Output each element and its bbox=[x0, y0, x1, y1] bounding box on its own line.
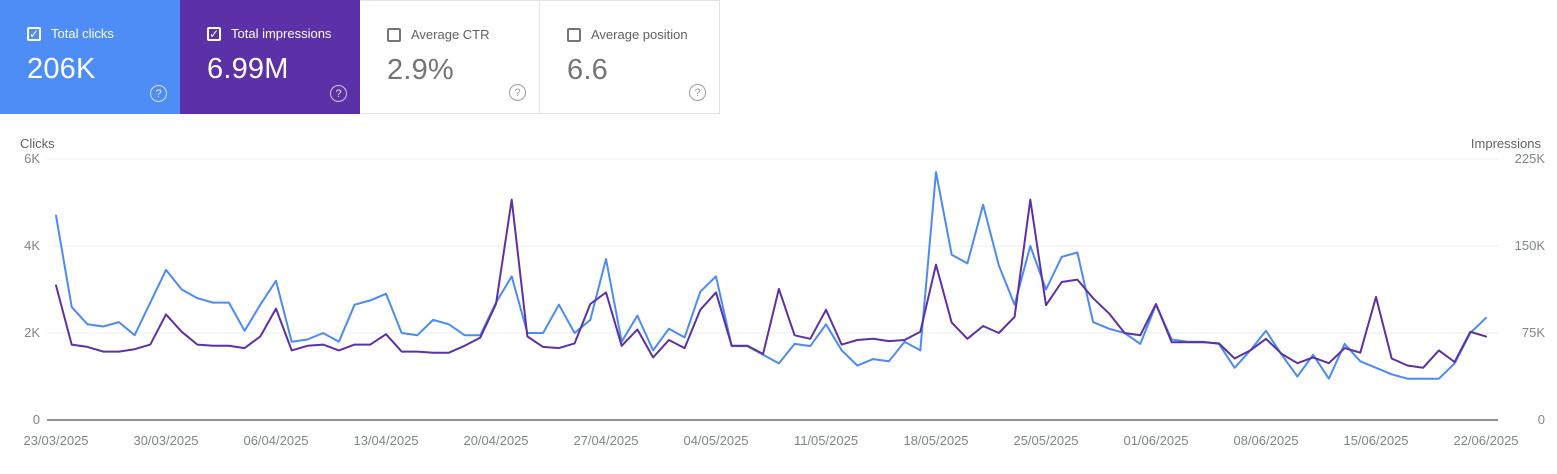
right-axis-tick: 0 bbox=[1537, 412, 1545, 427]
total-clicks-checkbox[interactable]: ✓ bbox=[27, 26, 41, 41]
right-axis-tick: 150K bbox=[1514, 238, 1545, 253]
x-axis-label: 25/05/2025 bbox=[1013, 433, 1079, 448]
metric-card-total-impressions[interactable]: ✓ Total impressions 6.99M ? bbox=[180, 0, 360, 114]
card-header: ✓ Total impressions bbox=[207, 26, 346, 41]
card-header: ✓ Total clicks bbox=[27, 26, 166, 41]
metric-label: Average position bbox=[591, 27, 688, 42]
right-axis-title: Impressions bbox=[1470, 136, 1541, 151]
card-header: ✓ Average position bbox=[567, 27, 705, 42]
plot-area[interactable] bbox=[47, 158, 1498, 421]
left-axis-tick: 4K bbox=[24, 238, 40, 253]
x-axis-label: 15/06/2025 bbox=[1343, 433, 1409, 448]
x-axis-label: 23/03/2025 bbox=[23, 433, 89, 448]
x-axis-label: 04/05/2025 bbox=[683, 433, 749, 448]
right-axis-tick: 75K bbox=[1521, 325, 1545, 340]
average-position-checkbox[interactable]: ✓ bbox=[567, 27, 581, 42]
metric-cards: ✓ Total clicks 206K ? ✓ Total impression… bbox=[0, 0, 720, 114]
metric-value: 6.6 bbox=[567, 54, 608, 86]
left-axis-tick: 2K bbox=[24, 325, 40, 340]
checkmark-icon: ✓ bbox=[208, 26, 220, 41]
x-axis-label: 06/04/2025 bbox=[243, 433, 309, 448]
right-axis-tick: 225K bbox=[1514, 151, 1545, 166]
x-axis-label: 22/06/2025 bbox=[1453, 433, 1519, 448]
performance-chart: Clicks Impressions 0 0 2K 75K 4K 150K 6K 225K 2… bbox=[0, 114, 1557, 474]
x-axis-label: 01/06/2025 bbox=[1123, 433, 1189, 448]
help-icon[interactable]: ? bbox=[330, 85, 347, 102]
x-axis-label: 27/04/2025 bbox=[573, 433, 639, 448]
x-axis-label: 20/04/2025 bbox=[463, 433, 529, 448]
checkmark-icon: ✓ bbox=[28, 26, 40, 41]
metric-label: Average CTR bbox=[411, 27, 490, 42]
total-impressions-checkbox[interactable]: ✓ bbox=[207, 26, 221, 41]
metric-card-average-ctr[interactable]: ✓ Average CTR 2.9% ? bbox=[360, 0, 540, 114]
card-header: ✓ Average CTR bbox=[387, 27, 525, 42]
x-axis-label: 18/05/2025 bbox=[903, 433, 969, 448]
chart-lines bbox=[47, 158, 1498, 421]
left-axis-tick: 0 bbox=[32, 412, 40, 427]
x-axis-label: 11/05/2025 bbox=[793, 433, 859, 448]
average-ctr-checkbox[interactable]: ✓ bbox=[387, 27, 401, 42]
metric-card-total-clicks[interactable]: ✓ Total clicks 206K ? bbox=[0, 0, 180, 114]
x-axis-label: 08/06/2025 bbox=[1233, 433, 1299, 448]
metric-label: Total clicks bbox=[51, 26, 114, 41]
help-icon[interactable]: ? bbox=[150, 85, 167, 102]
metric-value: 206K bbox=[27, 53, 96, 85]
left-axis-tick: 6K bbox=[24, 151, 40, 166]
help-icon[interactable]: ? bbox=[689, 84, 706, 101]
help-icon[interactable]: ? bbox=[509, 84, 526, 101]
metric-label: Total impressions bbox=[231, 26, 332, 41]
series-line-total-clicks bbox=[55, 171, 1487, 380]
x-axis-label: 30/03/2025 bbox=[133, 433, 199, 448]
left-axis-title: Clicks bbox=[20, 136, 55, 151]
series-line-total-impressions bbox=[55, 198, 1487, 369]
x-axis-label: 13/04/2025 bbox=[353, 433, 419, 448]
metric-value: 2.9% bbox=[387, 54, 454, 86]
metric-value: 6.99M bbox=[207, 53, 289, 85]
metric-card-average-position[interactable]: ✓ Average position 6.6 ? bbox=[540, 0, 720, 114]
